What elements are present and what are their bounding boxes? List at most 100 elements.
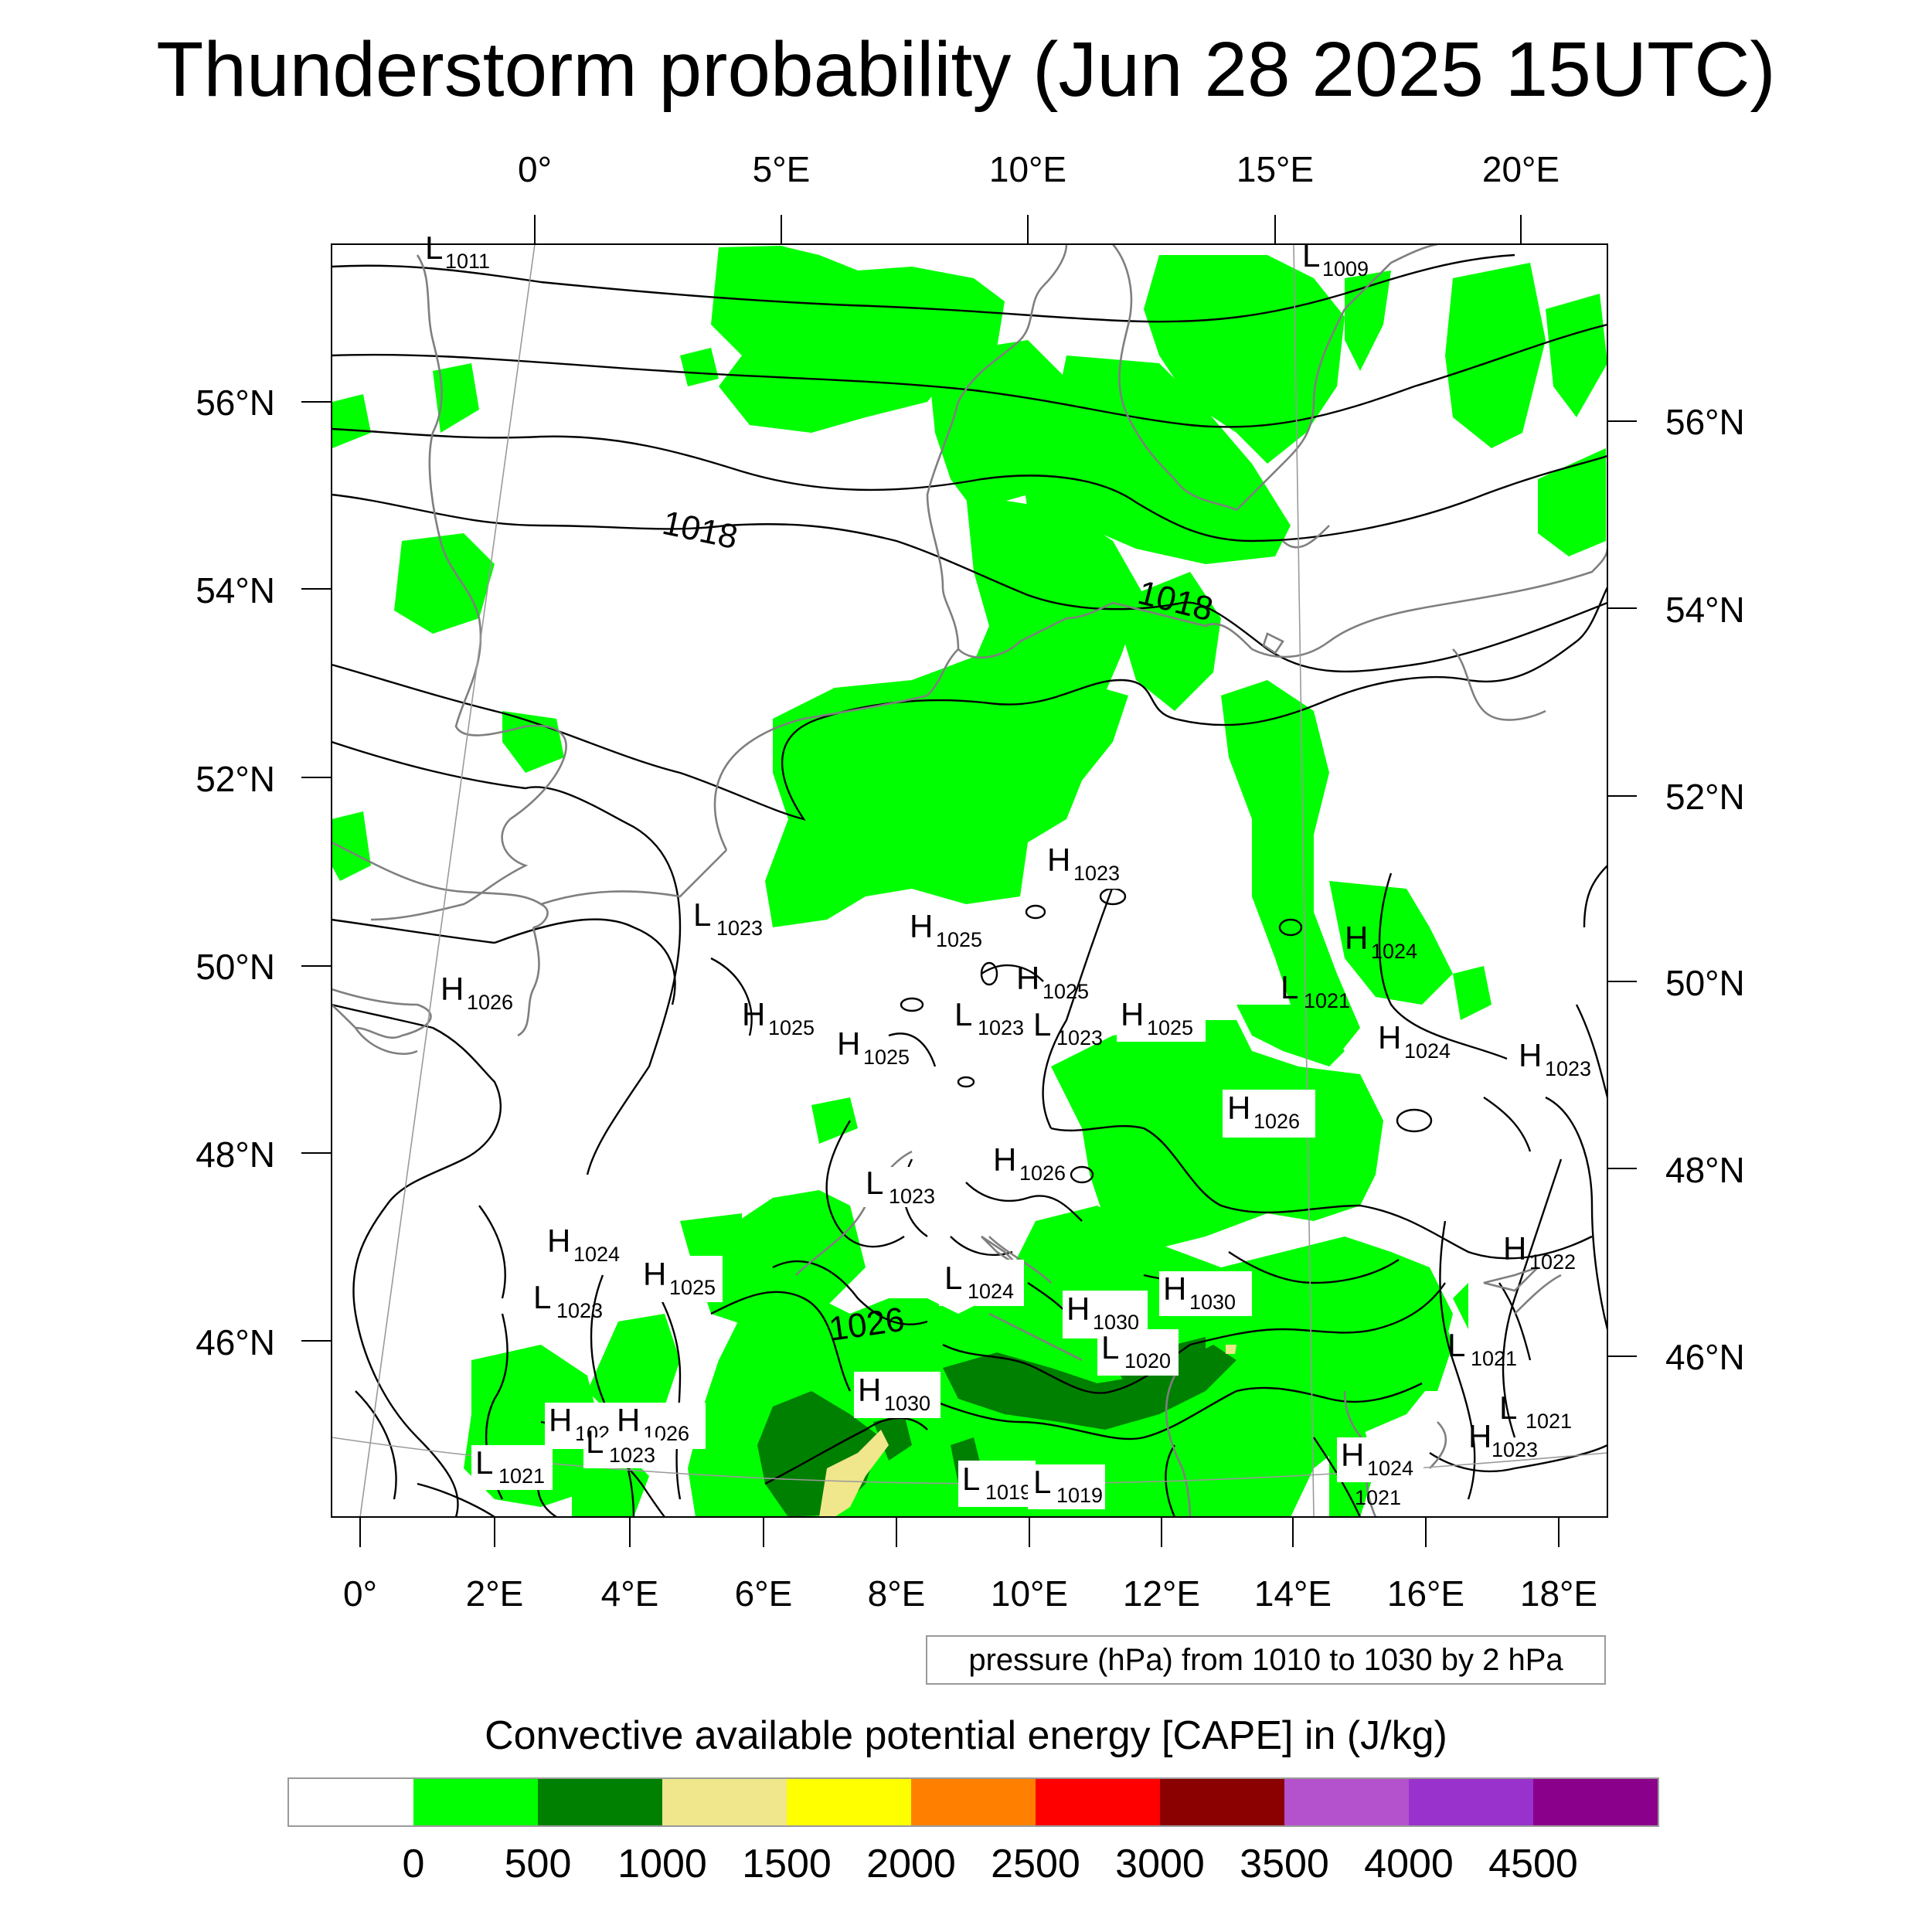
pressure-center: H 1025 [910, 908, 982, 951]
right-lat-label: 46°N [1665, 1337, 1745, 1377]
pressure-center: L 1024 [944, 1260, 1014, 1303]
svg-text:L: L [1033, 1464, 1051, 1500]
map-frame [331, 243, 1608, 1518]
left-lat-label: 56°N [196, 383, 275, 423]
left-lat-label: 50°N [196, 947, 275, 987]
pressure-center: L 1021 [1447, 1327, 1517, 1370]
svg-text:1030: 1030 [1189, 1291, 1236, 1314]
pressure-center: H 1023 [1519, 1037, 1591, 1080]
pressure-center: H 1026 [993, 1141, 1066, 1185]
top-lon-label: 5°E [753, 149, 811, 189]
svg-text:L: L [954, 996, 972, 1032]
svg-text:1030: 1030 [884, 1392, 930, 1415]
svg-text:1024: 1024 [1404, 1039, 1451, 1063]
pressure-center: L 1023 [954, 996, 1024, 1039]
pressure-center: H 1030 [858, 1372, 930, 1415]
svg-text:L: L [1447, 1327, 1465, 1363]
left-lat-labels: 56°N 54°N 52°N 50°N 48°N 46°N [196, 383, 275, 1362]
svg-text:1023: 1023 [889, 1185, 935, 1208]
svg-text:1025: 1025 [863, 1046, 910, 1069]
svg-text:1023: 1023 [716, 917, 763, 940]
svg-text:H: H [858, 1372, 881, 1408]
left-lat-label: 48°N [196, 1134, 275, 1175]
svg-text:1025: 1025 [1043, 980, 1089, 1003]
svg-text:H: H [1066, 1291, 1090, 1327]
pressure-center: L 1023 [693, 896, 763, 940]
axis-ticks [301, 215, 1637, 1547]
svg-text:H: H [1016, 960, 1039, 996]
isobars [332, 253, 1607, 1517]
right-lat-label: 52°N [1665, 777, 1745, 817]
pressure-center: H 1030 [1163, 1270, 1236, 1314]
svg-text:1026: 1026 [467, 991, 513, 1014]
pressure-center: L 1023 [1033, 1006, 1103, 1049]
svg-text:H: H [1378, 1019, 1401, 1056]
svg-text:L: L [475, 1444, 493, 1481]
colorbar-tick-label: 2000 [866, 1842, 956, 1886]
pressure-center: L 1020 [1101, 1329, 1171, 1372]
svg-text:1019: 1019 [985, 1481, 1032, 1504]
bottom-lon-label: 14°E [1254, 1573, 1332, 1614]
svg-text:H: H [1163, 1270, 1186, 1307]
pressure-center: H 1024 [1345, 920, 1417, 963]
svg-text:1023: 1023 [1545, 1057, 1591, 1080]
pressure-center: H 1024 [1341, 1437, 1413, 1480]
pressure-center: H 1025 [1121, 996, 1193, 1039]
svg-text:H: H [617, 1402, 640, 1438]
svg-text:L: L [1033, 1006, 1051, 1043]
bottom-lon-label: 4°E [601, 1573, 659, 1614]
colorbar-box [1409, 1779, 1533, 1825]
svg-text:H: H [1121, 996, 1144, 1032]
pressure-center: H 1023 [1047, 842, 1120, 885]
bottom-lon-label: 0° [343, 1573, 377, 1614]
colorbar-tick-label: 3500 [1240, 1842, 1329, 1886]
colorbar-box [289, 1779, 413, 1825]
bottom-lon-label: 10°E [991, 1573, 1068, 1614]
pressure-center: L 1011 [425, 230, 490, 273]
svg-text:L: L [1101, 1329, 1119, 1366]
pressure-center: H 1024 [1378, 1019, 1451, 1063]
svg-text:1022: 1022 [1529, 1250, 1576, 1274]
svg-text:L: L [1499, 1389, 1517, 1426]
pressure-center: L 1021 [1499, 1389, 1572, 1433]
pressure-center: H 1025 [742, 996, 815, 1039]
pressure-center: L 1021 [475, 1444, 545, 1488]
svg-text:H: H [1047, 842, 1070, 878]
colorbar-box [1533, 1779, 1658, 1825]
pressure-center: L 1021 [1281, 969, 1350, 1012]
svg-text:1023: 1023 [1492, 1438, 1538, 1461]
colorbar-title: Convective available potential energy [C… [485, 1713, 1447, 1758]
svg-text:L: L [693, 896, 711, 933]
svg-text:1024: 1024 [968, 1280, 1014, 1303]
svg-text:1024: 1024 [1371, 940, 1417, 963]
bottom-lon-label: 8°E [868, 1573, 926, 1614]
svg-text:1023: 1023 [1056, 1026, 1103, 1049]
colorbar-box [662, 1779, 787, 1825]
svg-text:L: L [425, 230, 443, 266]
top-lon-label: 10°E [989, 149, 1066, 189]
chart-title: Thunderstorm probability (Jun 28 2025 15… [156, 26, 1776, 113]
pressure-center: L 1023 [866, 1165, 935, 1208]
top-lon-label: 20°E [1482, 149, 1560, 189]
svg-text:1011: 1011 [445, 250, 490, 273]
svg-text:L: L [1281, 969, 1298, 1005]
colorbar-box [1036, 1779, 1160, 1825]
svg-text:H: H [742, 996, 765, 1032]
pressure-center: H 1023 [1468, 1418, 1538, 1461]
colorbar-box [1160, 1779, 1284, 1825]
right-lat-label: 54°N [1665, 590, 1745, 630]
pressure-centers: L 1011 L 1009 H 1023 L 1023 H 1025 H 1026 H 102… [425, 230, 1591, 1509]
right-lat-label: 50°N [1665, 963, 1745, 1003]
svg-text:L: L [586, 1423, 604, 1460]
svg-text:H: H [993, 1141, 1016, 1178]
right-lat-label: 56°N [1665, 402, 1745, 442]
svg-text:1009: 1009 [1322, 257, 1369, 281]
colorbar-box [787, 1779, 911, 1825]
svg-text:1019: 1019 [1056, 1484, 1103, 1507]
svg-text:1024: 1024 [573, 1243, 620, 1266]
pressure-center: 1021 [1355, 1486, 1401, 1509]
svg-text:L: L [533, 1279, 551, 1315]
svg-text:H: H [1503, 1230, 1526, 1267]
right-lat-label: 48°N [1665, 1150, 1745, 1190]
